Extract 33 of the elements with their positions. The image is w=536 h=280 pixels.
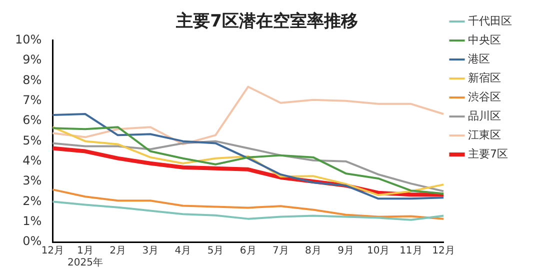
x-tick-label: 10月 — [366, 246, 390, 257]
legend-label: 品川区 — [468, 109, 501, 122]
x-tick-label: 5月 — [207, 246, 224, 257]
legend-label: 江東区 — [468, 128, 501, 142]
legend-label: 港区 — [468, 52, 490, 66]
x-tick-label: 12月 — [432, 246, 455, 257]
y-tick-label: 7% — [22, 93, 42, 108]
x-tick-label: 12月 — [41, 246, 64, 257]
y-tick-label: 4% — [22, 153, 42, 168]
x-tick-label: 9月 — [338, 246, 354, 257]
legend-label: 渋谷区 — [468, 90, 501, 104]
legend-label: 新宿区 — [468, 71, 501, 84]
y-tick-label: 8% — [22, 72, 42, 87]
x-tick-label: 6月 — [240, 246, 256, 257]
y-tick-label: 2% — [22, 194, 42, 208]
y-tick-label: 1% — [22, 214, 42, 228]
chart-title: 主要7区潜在空室率推移 — [175, 12, 358, 32]
x-tick-label: 11月 — [400, 246, 422, 257]
y-tick-label: 9% — [22, 52, 42, 67]
x-tick-label: 8月 — [305, 246, 322, 257]
x-tick-label: 3月 — [142, 246, 159, 257]
legend-label: 千代田区 — [468, 14, 512, 28]
y-tick-label: 5% — [22, 133, 42, 148]
x-tick-label: 7月 — [272, 246, 289, 257]
legend-label: 中央区 — [468, 33, 501, 46]
y-tick-label: 0% — [22, 234, 42, 248]
legend-label: 主要7区 — [468, 147, 508, 160]
y-tick-label: 3% — [22, 174, 42, 188]
y-tick-label: 10% — [15, 32, 42, 47]
x-tick-label: 1月 2025年 — [68, 246, 103, 269]
x-tick-label: 4月 — [174, 246, 192, 257]
x-tick-label: 2月 — [110, 246, 126, 257]
y-tick-label: 6% — [22, 113, 42, 128]
